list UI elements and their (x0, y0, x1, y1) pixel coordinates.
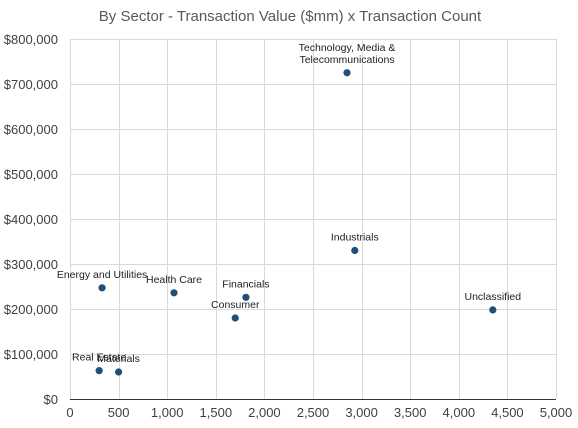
y-tick-label: $700,000 (4, 77, 58, 92)
y-tick-label: $800,000 (4, 32, 58, 47)
y-tick-label: $500,000 (4, 167, 58, 182)
data-point (98, 284, 106, 292)
y-tick-label: $0 (44, 392, 58, 407)
y-tick-label: $600,000 (4, 122, 58, 137)
data-label: Unclassified (465, 291, 522, 303)
grid-lines (70, 39, 557, 400)
data-label: Technology, Media & (299, 42, 396, 54)
data-point (170, 289, 178, 297)
x-tick-label: 5,000 (540, 405, 573, 420)
data-point (351, 246, 359, 255)
x-tick-label: 1,500 (200, 405, 233, 420)
y-tick-label: $300,000 (4, 257, 58, 272)
y-tick-label: $100,000 (4, 347, 58, 362)
data-point (95, 367, 103, 375)
x-tick-label: 2,500 (297, 405, 330, 420)
data-points (95, 69, 497, 376)
data-label: Industrials (331, 232, 379, 244)
data-label: Real Estate (72, 352, 126, 364)
x-tick-label: 2,000 (248, 405, 281, 420)
data-point (115, 368, 123, 376)
x-tick-label: 500 (108, 405, 130, 420)
y-tick-label: $400,000 (4, 212, 58, 227)
data-labels: Technology, Media &Telecommunications Ind… (57, 42, 521, 365)
x-tick-label: 4,000 (443, 405, 476, 420)
x-tick-label: 3,500 (394, 405, 427, 420)
x-tick-label: 1,000 (151, 405, 184, 420)
data-point (231, 314, 239, 322)
axis-tick-labels: $0 $100,000 $200,000 $300,000 $400,000 $500,0… (4, 32, 573, 420)
data-point (242, 293, 250, 301)
data-label: Health Care (146, 274, 202, 286)
x-tick-label: 0 (66, 405, 73, 420)
x-tick-label: 3,000 (345, 405, 378, 420)
data-label: Materials (97, 353, 140, 365)
y-tick-label: $200,000 (4, 302, 58, 317)
x-tick-label: 4,500 (491, 405, 524, 420)
data-point (489, 306, 497, 314)
data-label: Energy and Utilities (57, 269, 147, 281)
data-label: Telecommunications (299, 54, 394, 66)
data-label: Consumer (211, 299, 260, 311)
chart-title: By Sector - Transaction Value ($mm) x Tr… (99, 8, 482, 25)
data-label: Financials (222, 278, 269, 290)
data-point (343, 69, 351, 77)
